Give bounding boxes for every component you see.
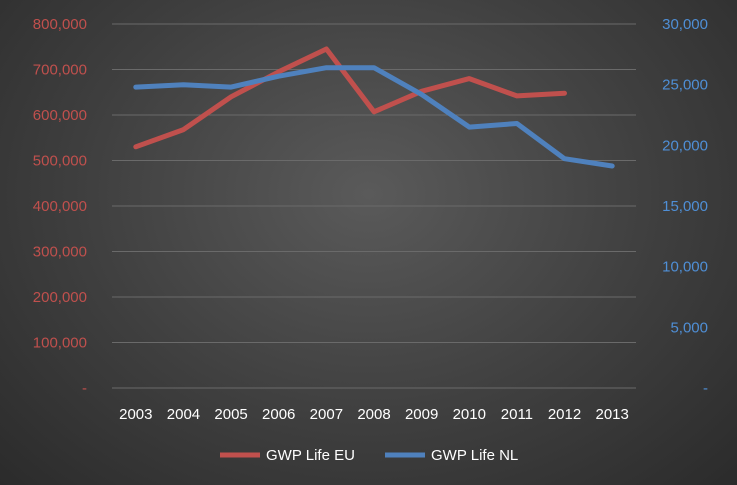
x-axis-tick-label: 2006 bbox=[262, 406, 295, 423]
left-axis-tick-label: 600,000 bbox=[33, 107, 87, 124]
right-axis-tick-label: 10,000 bbox=[662, 259, 708, 276]
right-axis-ticks: - 5,000 10,000 15,000 20,000 25,000 30,000 bbox=[662, 16, 708, 397]
left-axis-tick-label: 500,000 bbox=[33, 153, 87, 170]
right-axis-tick-label: 5,000 bbox=[670, 319, 708, 336]
right-axis-tick-label: 20,000 bbox=[662, 137, 708, 154]
right-axis-tick-label: 15,000 bbox=[662, 198, 708, 215]
gridlines bbox=[112, 23, 636, 389]
series-line-nl bbox=[133, 65, 615, 169]
x-axis-tick-label: 2008 bbox=[357, 406, 390, 423]
legend-label: GWP Life NL bbox=[431, 447, 518, 464]
legend-label: GWP Life EU bbox=[266, 447, 355, 464]
x-axis-tick-label: 2009 bbox=[405, 406, 438, 423]
x-axis-tick-label: 2003 bbox=[119, 406, 152, 423]
right-axis-tick-label: 25,000 bbox=[662, 77, 708, 94]
left-axis-tick-label: 700,000 bbox=[33, 62, 87, 79]
x-axis-ticks: 2003 2004 2005 2006 2007 2008 2009 2010 2011 2012… bbox=[119, 406, 629, 423]
left-axis-tick-label: 800,000 bbox=[33, 16, 87, 33]
x-axis-tick-label: 2005 bbox=[214, 406, 247, 423]
x-axis-tick-label: 2004 bbox=[167, 406, 200, 423]
series-line-eu bbox=[133, 46, 567, 150]
left-axis-tick-label: 200,000 bbox=[33, 289, 87, 306]
x-axis-tick-label: 2012 bbox=[548, 406, 581, 423]
right-axis-tick-label: 30,000 bbox=[662, 16, 708, 33]
left-axis-tick-label: 400,000 bbox=[33, 198, 87, 215]
right-axis-tick-label: - bbox=[703, 380, 708, 397]
series-lines bbox=[133, 46, 615, 169]
left-axis-tick-label: 300,000 bbox=[33, 244, 87, 261]
x-axis-tick-label: 2010 bbox=[453, 406, 486, 423]
left-axis-tick-label: 100,000 bbox=[33, 335, 87, 352]
x-axis-tick-label: 2011 bbox=[501, 406, 533, 423]
x-axis-tick-label: 2007 bbox=[310, 406, 343, 423]
x-axis-tick-label: 2013 bbox=[595, 406, 628, 423]
left-axis-tick-label: - bbox=[82, 380, 87, 397]
legend: GWP Life EU GWP Life NL bbox=[220, 447, 518, 464]
left-axis-ticks: - 100,000 200,000 300,000 400,000 500,000 600,… bbox=[33, 16, 87, 397]
